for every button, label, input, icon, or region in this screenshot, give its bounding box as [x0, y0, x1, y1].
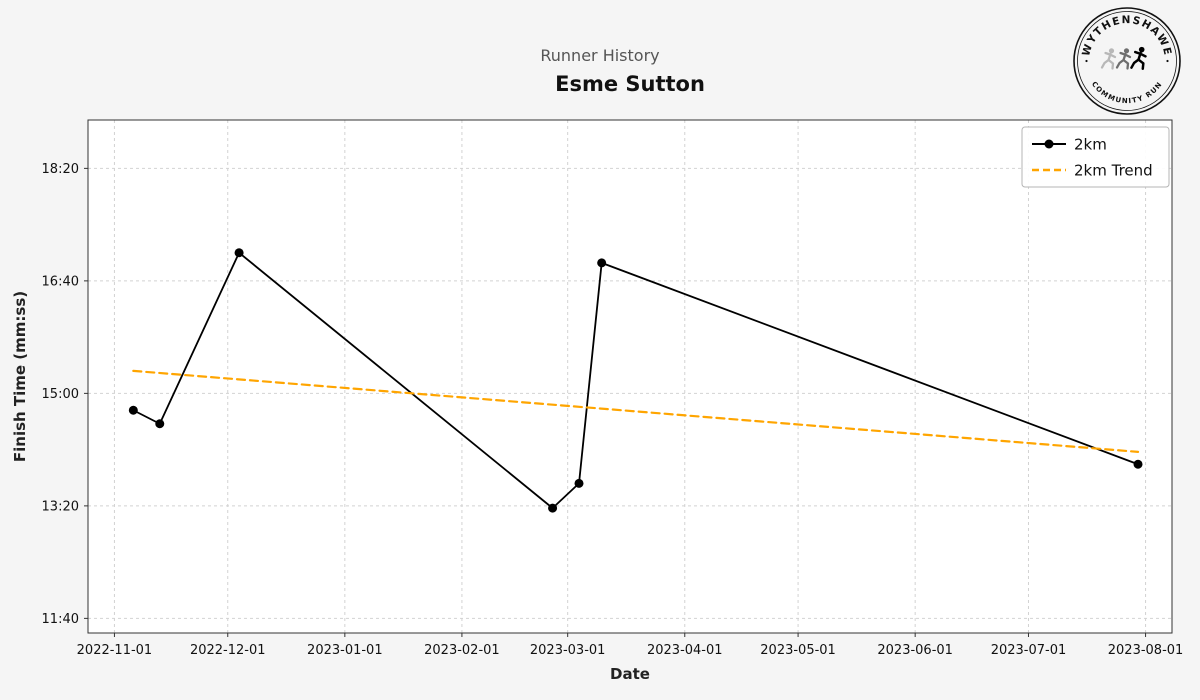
- legend-label: 2km: [1074, 136, 1107, 154]
- x-tick-label: 2023-07-01: [991, 643, 1067, 658]
- x-tick-label: 2023-03-01: [530, 643, 606, 658]
- logo-right-dot: [1166, 59, 1169, 63]
- x-tick-label: 2022-11-01: [77, 643, 153, 658]
- x-tick-label: 2022-12-01: [190, 643, 266, 658]
- series-line-2km-trend: [132, 369, 1140, 453]
- data-point-marker: [548, 503, 558, 513]
- x-tick-label: 2023-02-01: [424, 643, 500, 658]
- x-tick-label: 2023-04-01: [647, 643, 723, 658]
- logo-left-dot: [1085, 59, 1088, 63]
- logo-outer-ring: [1073, 7, 1181, 115]
- data-point-marker: [234, 248, 244, 258]
- y-tick-label: 11:40: [42, 612, 79, 627]
- plot-area: [88, 120, 1172, 633]
- x-tick-label: 2023-05-01: [760, 643, 836, 658]
- data-point-marker: [597, 258, 607, 268]
- wythenshawe-community-run-logo: WYTHENSHAWE COMMUNITY RUN: [1073, 7, 1181, 115]
- legend-box: [1021, 126, 1170, 188]
- x-tick-label: 2023-01-01: [307, 643, 383, 658]
- chart-subtitle: Runner History: [540, 46, 660, 65]
- x-tick-label: 2023-08-01: [1108, 643, 1184, 658]
- data-point-marker: [574, 478, 584, 488]
- logo-inner-ring: [1077, 11, 1177, 111]
- chart-title: Esme Sutton: [555, 72, 705, 96]
- y-tick-label: 16:40: [42, 274, 79, 289]
- x-tick-label: 2023-06-01: [877, 643, 953, 658]
- data-point-marker: [1133, 459, 1143, 469]
- plot-border: [87, 119, 1173, 634]
- y-tick-label: 15:00: [42, 387, 79, 402]
- y-tick-label: 18:20: [42, 162, 79, 177]
- data-point-marker: [155, 419, 165, 429]
- y-tick-label: 13:20: [42, 499, 79, 514]
- y-axis-label: Finish Time (mm:ss): [11, 291, 29, 462]
- x-axis-label: Date: [610, 665, 650, 683]
- data-point-marker: [128, 405, 138, 415]
- legend-label: 2km Trend: [1074, 162, 1153, 180]
- legend-sample-marker: [1044, 139, 1054, 149]
